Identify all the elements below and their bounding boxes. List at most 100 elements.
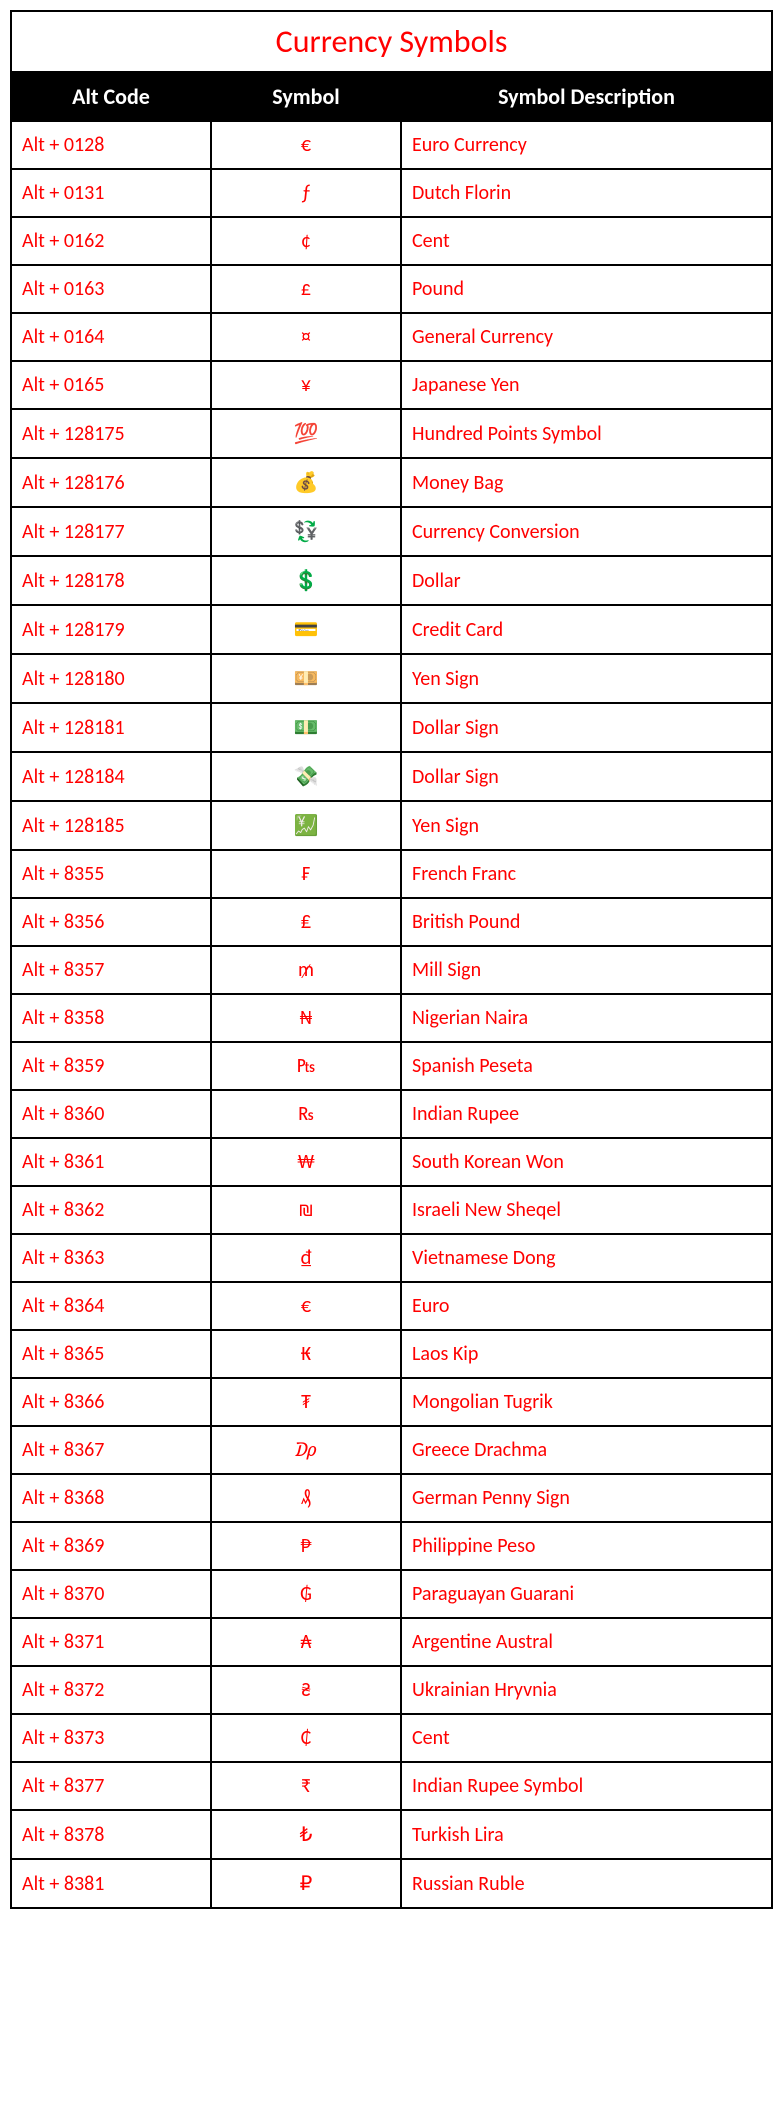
table-row: Alt + 8381₽Russian Ruble	[11, 1859, 772, 1908]
table-row: Alt + 128181💵Dollar Sign	[11, 703, 772, 752]
cell-description: Greece Drachma	[401, 1426, 772, 1474]
table-row: Alt + 0128€Euro Currency	[11, 121, 772, 169]
cell-description: Russian Ruble	[401, 1859, 772, 1908]
cell-symbol: 💵	[211, 703, 401, 752]
cell-alt-code: Alt + 0128	[11, 121, 211, 169]
cell-description: Spanish Peseta	[401, 1042, 772, 1090]
cell-symbol: ₥	[211, 946, 401, 994]
cell-description: Dutch Florin	[401, 169, 772, 217]
cell-alt-code: Alt + 0131	[11, 169, 211, 217]
cell-description: French Franc	[401, 850, 772, 898]
cell-symbol: ₱	[211, 1522, 401, 1570]
cell-symbol: ₤	[211, 898, 401, 946]
cell-description: Yen Sign	[401, 801, 772, 850]
cell-description: Pound	[401, 265, 772, 313]
cell-symbol: ₭	[211, 1330, 401, 1378]
cell-alt-code: Alt + 8364	[11, 1282, 211, 1330]
cell-symbol: ₰	[211, 1474, 401, 1522]
table-row: Alt + 0163£Pound	[11, 265, 772, 313]
cell-alt-code: Alt + 8371	[11, 1618, 211, 1666]
table-row: Alt + 8362₪Israeli New Sheqel	[11, 1186, 772, 1234]
cell-alt-code: Alt + 8355	[11, 850, 211, 898]
table-row: Alt + 128175💯Hundred Points Symbol	[11, 409, 772, 458]
cell-alt-code: Alt + 8370	[11, 1570, 211, 1618]
cell-symbol: ₣	[211, 850, 401, 898]
cell-symbol: €	[211, 121, 401, 169]
table-row: Alt + 8369₱Philippine Peso	[11, 1522, 772, 1570]
cell-symbol: ₹	[211, 1762, 401, 1810]
table-row: Alt + 8370₲Paraguayan Guarani	[11, 1570, 772, 1618]
cell-symbol: ₪	[211, 1186, 401, 1234]
cell-description: German Penny Sign	[401, 1474, 772, 1522]
cell-alt-code: Alt + 8362	[11, 1186, 211, 1234]
cell-symbol: 💸	[211, 752, 401, 801]
cell-symbol: 💳	[211, 605, 401, 654]
cell-symbol: ₦	[211, 994, 401, 1042]
table-row: Alt + 128184💸Dollar Sign	[11, 752, 772, 801]
cell-alt-code: Alt + 128175	[11, 409, 211, 458]
table-row: Alt + 8355₣French Franc	[11, 850, 772, 898]
header-description: Symbol Description	[401, 72, 772, 121]
cell-symbol: ₺	[211, 1810, 401, 1859]
cell-description: Nigerian Naira	[401, 994, 772, 1042]
cell-alt-code: Alt + 128180	[11, 654, 211, 703]
cell-alt-code: Alt + 128177	[11, 507, 211, 556]
table-row: Alt + 8371₳Argentine Austral	[11, 1618, 772, 1666]
table-row: Alt + 8357₥Mill Sign	[11, 946, 772, 994]
cell-symbol: ₫	[211, 1234, 401, 1282]
table-row: Alt + 8356₤British Pound	[11, 898, 772, 946]
cell-description: Indian Rupee	[401, 1090, 772, 1138]
cell-alt-code: Alt + 128185	[11, 801, 211, 850]
cell-symbol: ¥	[211, 361, 401, 409]
cell-alt-code: Alt + 8381	[11, 1859, 211, 1908]
cell-description: Currency Conversion	[401, 507, 772, 556]
cell-description: British Pound	[401, 898, 772, 946]
cell-symbol: 💹	[211, 801, 401, 850]
cell-symbol: ₩	[211, 1138, 401, 1186]
cell-description: Cent	[401, 1714, 772, 1762]
cell-description: Laos Kip	[401, 1330, 772, 1378]
cell-symbol: ₨	[211, 1090, 401, 1138]
cell-symbol: 💲	[211, 556, 401, 605]
cell-description: Argentine Austral	[401, 1618, 772, 1666]
table-row: Alt + 0165¥Japanese Yen	[11, 361, 772, 409]
cell-description: Japanese Yen	[401, 361, 772, 409]
cell-symbol: 💱	[211, 507, 401, 556]
cell-description: Mongolian Tugrik	[401, 1378, 772, 1426]
cell-symbol: ƒ	[211, 169, 401, 217]
cell-symbol: ₮	[211, 1378, 401, 1426]
cell-symbol: £	[211, 265, 401, 313]
cell-symbol: ₲	[211, 1570, 401, 1618]
table-row: Alt + 0164¤General Currency	[11, 313, 772, 361]
cell-alt-code: Alt + 128178	[11, 556, 211, 605]
cell-description: Cent	[401, 217, 772, 265]
table-row: Alt + 8372₴Ukrainian Hryvnia	[11, 1666, 772, 1714]
cell-description: General Currency	[401, 313, 772, 361]
table-row: Alt + 8366₮Mongolian Tugrik	[11, 1378, 772, 1426]
cell-description: Israeli New Sheqel	[401, 1186, 772, 1234]
cell-alt-code: Alt + 8363	[11, 1234, 211, 1282]
cell-alt-code: Alt + 8365	[11, 1330, 211, 1378]
cell-description: Hundred Points Symbol	[401, 409, 772, 458]
cell-alt-code: Alt + 128184	[11, 752, 211, 801]
cell-description: Dollar Sign	[401, 703, 772, 752]
cell-alt-code: Alt + 8366	[11, 1378, 211, 1426]
cell-alt-code: Alt + 8360	[11, 1090, 211, 1138]
cell-description: Vietnamese Dong	[401, 1234, 772, 1282]
cell-description: Philippine Peso	[401, 1522, 772, 1570]
cell-description: South Korean Won	[401, 1138, 772, 1186]
table-row: Alt + 8368₰German Penny Sign	[11, 1474, 772, 1522]
cell-description: Turkish Lira	[401, 1810, 772, 1859]
cell-description: Euro Currency	[401, 121, 772, 169]
table-row: Alt + 128178💲Dollar	[11, 556, 772, 605]
table-row: Alt + 8377₹Indian Rupee Symbol	[11, 1762, 772, 1810]
cell-symbol: 💰	[211, 458, 401, 507]
cell-alt-code: Alt + 8378	[11, 1810, 211, 1859]
cell-alt-code: Alt + 0164	[11, 313, 211, 361]
table-row: Alt + 8363₫Vietnamese Dong	[11, 1234, 772, 1282]
cell-symbol: ₵	[211, 1714, 401, 1762]
cell-symbol: 💯	[211, 409, 401, 458]
table-row: Alt + 8365₭Laos Kip	[11, 1330, 772, 1378]
header-symbol: Symbol	[211, 72, 401, 121]
table-row: Alt + 128179💳Credit Card	[11, 605, 772, 654]
